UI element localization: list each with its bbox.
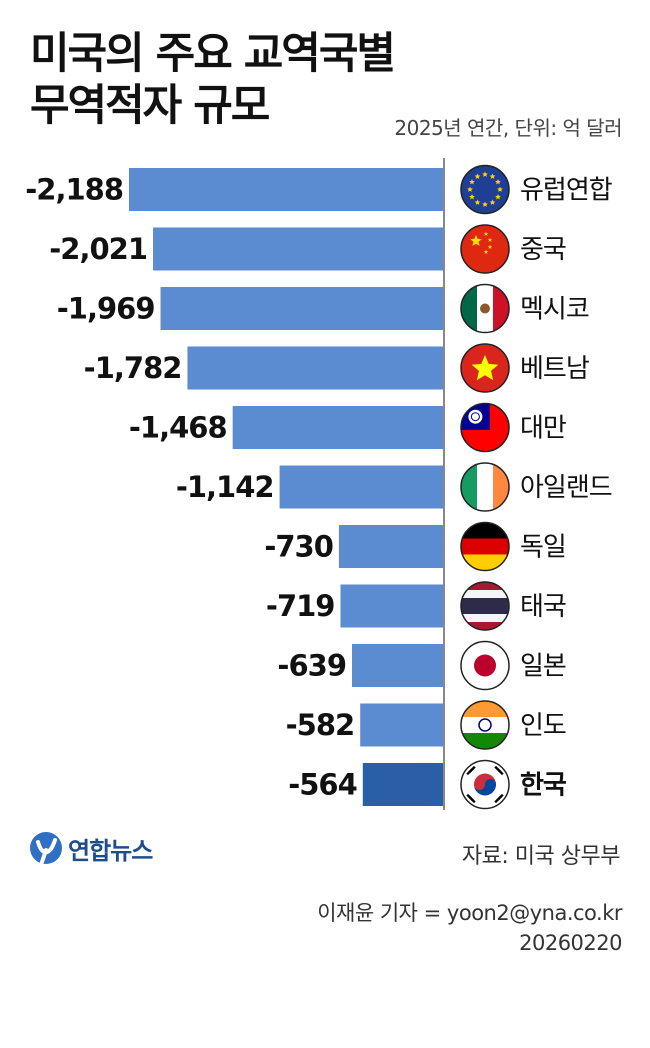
- yonhap-logo-icon: [30, 832, 62, 864]
- credit-block: 이재윤 기자 = yoon2@yna.co.kr 20260220: [317, 898, 622, 958]
- reporter-credit: 이재윤 기자 = yoon2@yna.co.kr: [317, 901, 622, 925]
- value-label-7: -719: [266, 589, 335, 623]
- mexico-flag-icon: [460, 283, 510, 334]
- india-flag-icon: [460, 700, 510, 750]
- bar-6: [338, 525, 444, 568]
- korea-flag-icon: [460, 759, 510, 810]
- country-label-1: 중국: [520, 235, 566, 265]
- value-label-4: -1,468: [129, 411, 227, 445]
- country-label-9: 인도: [520, 711, 566, 741]
- vietnam-flag-icon: [460, 343, 510, 393]
- bars-group: -2,188 유럽연합 -2,021 중국 -1,969 멕시코 -1,782 베트남 -1,4…: [25, 164, 613, 810]
- bar-0: [129, 168, 444, 211]
- logo-text: 연합뉴스: [68, 836, 153, 865]
- taiwan-flag-icon: [460, 402, 510, 453]
- country-label-8: 일본: [520, 652, 566, 682]
- value-label-6: -730: [264, 530, 333, 564]
- bar-1: [153, 227, 444, 271]
- ireland-flag-icon: [460, 462, 510, 512]
- bar-2: [160, 287, 444, 330]
- bar-8: [352, 644, 444, 687]
- chart-subtitle: 2025년 연간, 단위: 억 달러: [394, 116, 622, 140]
- country-label-3: 베트남: [520, 354, 590, 384]
- bar-9: [360, 703, 444, 747]
- value-label-10: -564: [288, 768, 357, 802]
- bar-4: [232, 406, 444, 449]
- value-label-1: -2,021: [49, 232, 147, 266]
- japan-flag-icon: [460, 640, 510, 691]
- country-label-10: 한국: [520, 771, 567, 801]
- country-label-4: 대만: [520, 414, 566, 444]
- eu-flag-icon: [460, 164, 510, 215]
- bar-10: [362, 763, 444, 806]
- bar-5: [279, 465, 444, 509]
- country-label-2: 멕시코: [520, 295, 589, 325]
- value-label-3: -1,782: [84, 351, 182, 385]
- value-label-2: -1,969: [57, 292, 155, 326]
- value-label-0: -2,188: [25, 173, 123, 207]
- value-label-9: -582: [286, 708, 355, 742]
- germany-flag-icon: [460, 521, 510, 572]
- country-label-6: 독일: [520, 533, 566, 563]
- publish-date: 20260220: [519, 931, 622, 955]
- thailand-flag-icon: [460, 581, 510, 631]
- country-label-0: 유럽연합: [520, 176, 612, 206]
- yonhap-logo: 연합뉴스: [28, 830, 153, 866]
- country-label-5: 아일랜드: [520, 473, 612, 503]
- chart-title-line2: 무역적자 규모: [30, 81, 270, 131]
- source-note: 자료: 미국 상무부: [461, 844, 621, 869]
- title-block: 미국의 주요 교역국별 무역적자 규모: [30, 28, 396, 132]
- value-label-8: -639: [277, 649, 346, 683]
- value-label-5: -1,142: [176, 470, 274, 504]
- bar-3: [187, 346, 445, 390]
- country-label-7: 태국: [520, 592, 566, 622]
- china-flag-icon: [460, 224, 510, 274]
- chart-title-line1: 미국의 주요 교역국별: [30, 29, 396, 79]
- bar-chart: -2,188 유럽연합 -2,021 중국 -1,969 멕시코 -1,782 베트남 -1,4…: [25, 158, 613, 810]
- bar-7: [340, 584, 444, 628]
